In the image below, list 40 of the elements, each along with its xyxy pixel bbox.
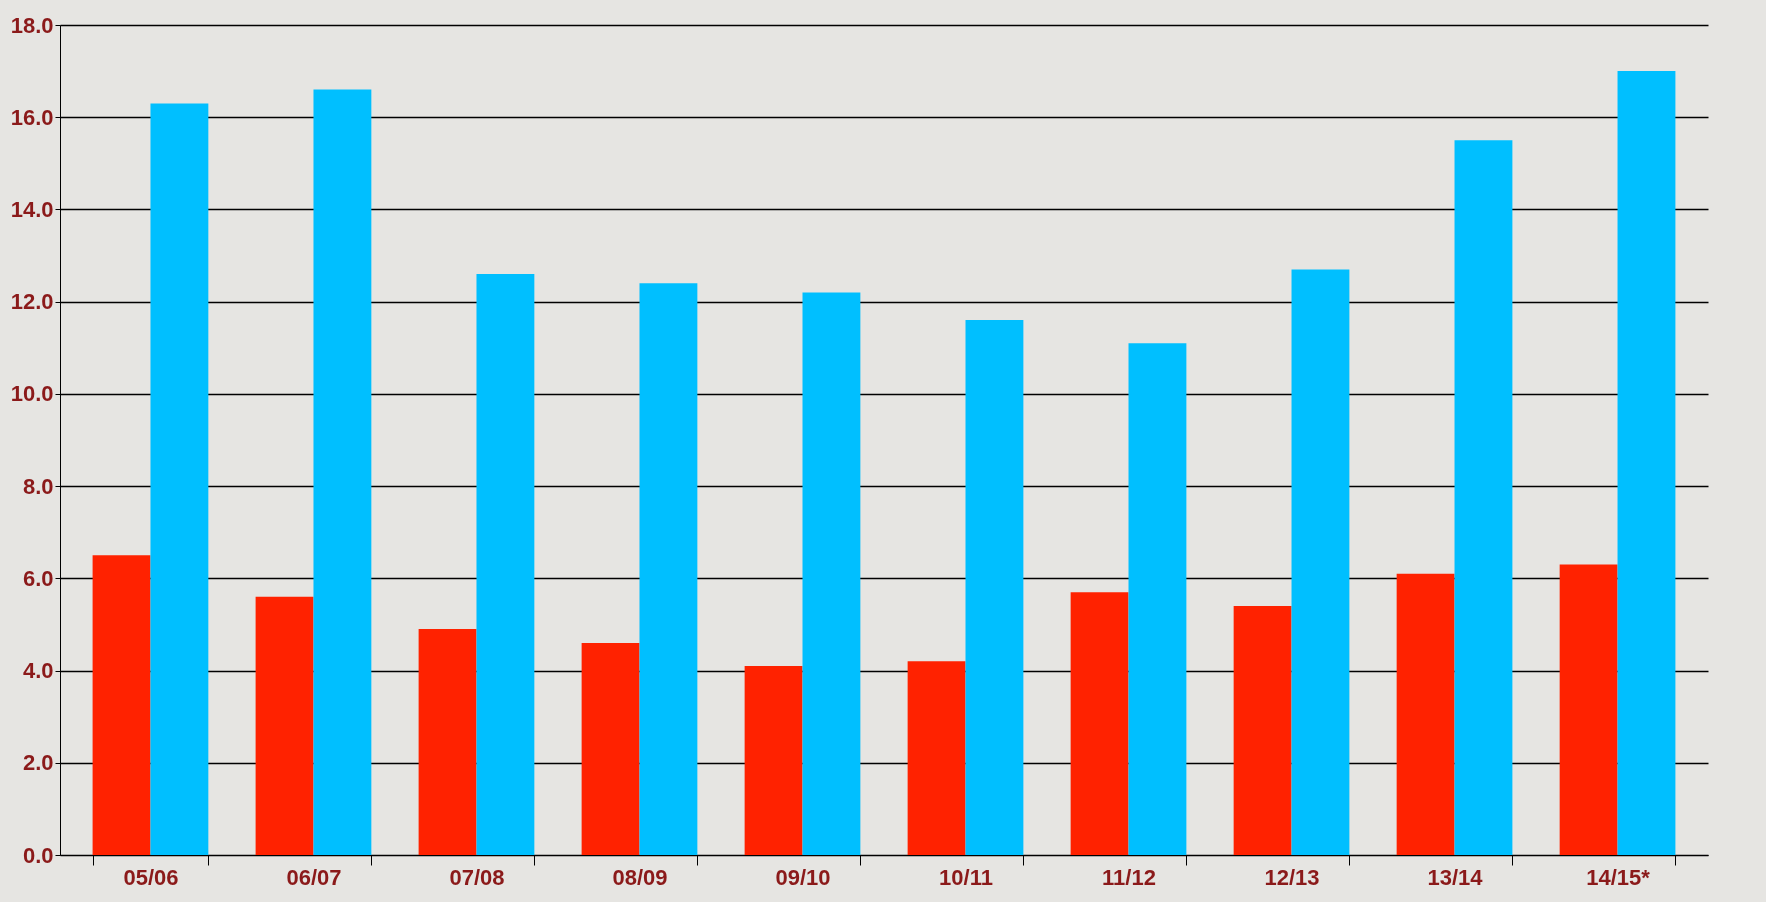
x-tick-label: 07/08 [449,864,505,890]
bar [581,642,640,855]
y-tick-label: 16.0 [10,104,54,130]
x-tick-label: 14/15* [1586,864,1651,890]
bar [92,555,151,855]
bar [1559,564,1618,855]
y-tick-label: 0.0 [22,842,54,868]
x-tick-label: 08/09 [612,864,668,890]
bar [313,89,372,855]
bar [1396,573,1455,855]
y-tick-label: 18.0 [10,12,54,38]
bar [476,274,535,855]
x-tick-label: 05/06 [123,864,179,890]
bar [150,103,209,855]
bar [744,665,803,855]
y-tick-label: 6.0 [22,565,54,591]
bar [1291,269,1350,855]
bar [639,283,698,855]
x-tick-label: 06/07 [286,864,342,890]
bar [1454,140,1513,855]
x-tick-label: 11/12 [1102,864,1156,890]
y-tick-label: 2.0 [22,750,54,776]
bar [1070,592,1129,855]
bar [1233,606,1292,855]
bar [1128,343,1187,855]
x-tick-label: 12/13 [1264,864,1320,890]
y-tick-label: 8.0 [22,473,54,499]
y-tick-label: 12.0 [10,289,54,315]
y-tick-label: 10.0 [10,381,54,407]
x-tick-label: 10/11 [939,864,993,890]
bar [802,292,861,855]
x-tick-label: 09/10 [775,864,831,890]
x-tick-label: 13/14 [1427,864,1484,890]
bar [418,629,477,855]
bar [255,596,314,855]
bar [907,661,966,855]
bar [965,320,1024,855]
y-tick-label: 4.0 [22,658,54,684]
bar [1617,71,1676,855]
y-tick-label: 14.0 [10,196,54,222]
